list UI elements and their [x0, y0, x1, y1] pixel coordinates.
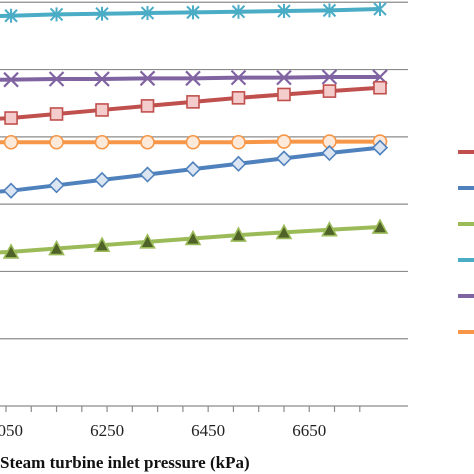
data-point	[48, 239, 65, 256]
series-line	[0, 145, 381, 194]
series-line	[0, 139, 380, 145]
data-point	[185, 134, 201, 150]
data-point	[373, 80, 387, 95]
data-point	[184, 229, 202, 246]
data-point	[140, 99, 155, 113]
x-tick-label: 6650	[292, 421, 326, 440]
x-tick-label: 6050	[0, 421, 23, 440]
data-point	[371, 139, 389, 156]
series-6	[0, 218, 389, 259]
x-tick-label: 6250	[90, 421, 124, 440]
legend	[458, 150, 474, 334]
series-line	[0, 85, 381, 121]
data-point	[321, 144, 338, 162]
data-point	[49, 107, 64, 121]
data-point	[4, 111, 18, 125]
data-point	[48, 71, 65, 87]
data-point	[95, 6, 109, 21]
data-point	[186, 5, 200, 20]
x-axis-title: Steam turbine inlet pressure (kPa)	[0, 453, 250, 472]
data-point	[371, 218, 389, 234]
data-point	[276, 134, 292, 149]
series-group	[0, 2, 389, 259]
series-line	[0, 74, 380, 82]
data-point	[322, 84, 337, 98]
data-point	[139, 166, 156, 183]
data-point	[185, 70, 201, 87]
data-point	[184, 161, 202, 178]
data-point	[94, 134, 110, 150]
data-point	[231, 4, 246, 19]
series-line	[0, 7, 381, 18]
data-point	[139, 70, 156, 87]
series-3	[0, 80, 387, 125]
data-point	[277, 87, 291, 102]
data-point	[321, 69, 338, 85]
data-point	[231, 91, 246, 105]
data-point	[230, 226, 247, 242]
gridlines	[0, 1, 408, 340]
data-point	[4, 8, 18, 23]
data-point	[275, 223, 293, 240]
data-point	[231, 134, 246, 150]
data-point	[275, 150, 293, 167]
data-point	[93, 236, 111, 252]
data-point	[3, 71, 19, 88]
data-point	[140, 6, 155, 21]
data-point	[373, 2, 387, 17]
data-point	[93, 171, 111, 189]
data-point	[276, 69, 292, 86]
series-2	[0, 69, 388, 88]
data-point	[48, 177, 65, 194]
data-point	[186, 95, 200, 109]
data-point	[321, 221, 338, 237]
data-point	[3, 134, 19, 150]
data-point	[140, 134, 155, 150]
data-point	[230, 155, 247, 172]
series-1	[0, 2, 387, 23]
data-point	[2, 182, 20, 199]
data-point	[49, 7, 64, 22]
series-line	[0, 225, 381, 255]
x-axis: 6050 6250 6450 6650	[0, 405, 408, 440]
x-tick-label: 6450	[191, 421, 225, 440]
data-point	[2, 243, 20, 259]
data-point	[322, 3, 337, 18]
data-point	[230, 69, 247, 86]
data-point	[139, 233, 156, 249]
data-point	[95, 103, 109, 117]
series-5	[0, 139, 389, 199]
data-point	[49, 134, 64, 150]
data-point	[94, 71, 110, 87]
data-point	[277, 4, 291, 19]
